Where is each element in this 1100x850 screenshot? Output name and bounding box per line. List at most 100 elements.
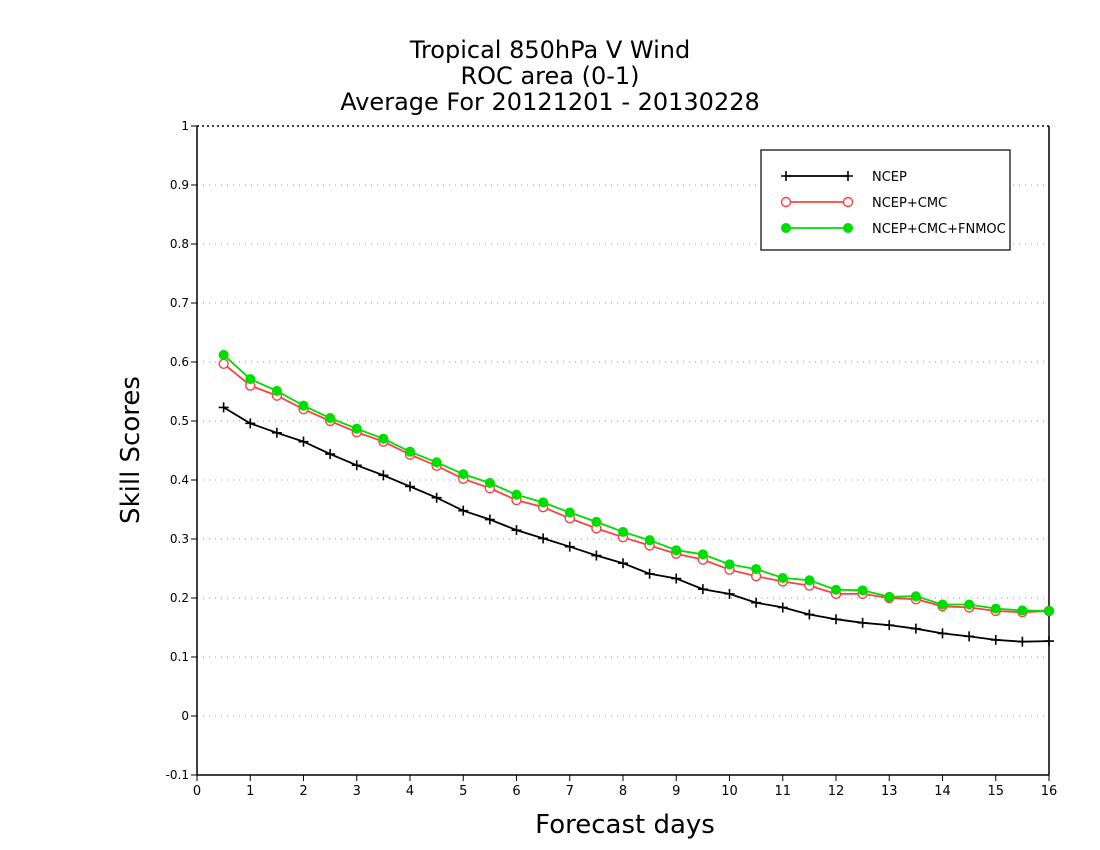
- data-point: [245, 418, 256, 429]
- data-point: [644, 568, 655, 579]
- data-point: [271, 385, 282, 396]
- x-tick-label: 7: [566, 784, 574, 799]
- data-point: [751, 564, 762, 575]
- series-2: [218, 349, 1054, 616]
- x-tick-label: 6: [512, 784, 520, 799]
- x-tick-label: 3: [353, 784, 361, 799]
- data-point: [484, 477, 495, 488]
- data-point: [298, 400, 309, 411]
- y-tick-label: 0.8: [170, 237, 189, 251]
- data-point: [458, 469, 469, 480]
- data-point: [990, 634, 1001, 645]
- data-point: [804, 609, 815, 620]
- data-point: [697, 549, 708, 560]
- legend-marker: [843, 223, 853, 233]
- data-point: [511, 489, 522, 500]
- data-point: [671, 573, 682, 584]
- data-point: [325, 413, 336, 424]
- data-point: [564, 507, 575, 518]
- legend-label: NCEP+CMC: [872, 196, 947, 211]
- legend-box: [760, 149, 1011, 251]
- data-point: [964, 631, 975, 642]
- x-tick-label: 15: [987, 784, 1004, 799]
- y-tick-label: 0.6: [170, 355, 189, 369]
- y-tick-label: 1: [181, 119, 189, 133]
- series-line: [223, 406, 1050, 643]
- data-point: [831, 614, 841, 625]
- data-point: [1017, 605, 1028, 616]
- data-point: [937, 599, 948, 610]
- chart-title-line-2: ROC area (0-1): [460, 62, 640, 90]
- y-tick-label: 0.1: [170, 650, 189, 664]
- series-group: [218, 349, 1055, 647]
- x-tick-label: 2: [299, 784, 307, 799]
- data-point: [484, 514, 495, 525]
- series-0: [218, 402, 1054, 647]
- y-tick-label: 0.5: [170, 414, 189, 428]
- data-point: [831, 584, 841, 595]
- data-point: [857, 585, 868, 596]
- data-point: [325, 449, 336, 460]
- x-tick-label: 8: [619, 784, 627, 799]
- data-point: [218, 402, 229, 413]
- y-tick-label: 0.4: [170, 473, 189, 487]
- series-1: [218, 358, 1055, 618]
- data-point: [884, 620, 895, 631]
- y-tick-label: 0.2: [170, 591, 189, 605]
- data-point: [618, 558, 628, 569]
- series-line: [222, 354, 1050, 612]
- x-tick-label: 14: [934, 784, 951, 799]
- data-point: [910, 591, 921, 602]
- data-point: [884, 591, 895, 602]
- grid-lines: [197, 184, 1049, 717]
- axes: -0.100.10.20.30.40.50.60.70.80.910 1 2 3 4 5 6…: [166, 119, 1058, 799]
- data-point: [724, 588, 735, 599]
- data-point: [511, 525, 522, 536]
- data-point: [777, 572, 788, 583]
- data-point: [405, 446, 415, 457]
- data-point: [458, 505, 469, 516]
- data-point: [538, 497, 549, 508]
- data-point: [804, 575, 815, 586]
- data-point: [910, 623, 921, 634]
- data-point: [218, 349, 229, 360]
- legend-marker: [780, 196, 792, 208]
- data-point: [378, 433, 389, 444]
- x-tick-label: 11: [774, 784, 791, 799]
- data-point: [298, 436, 309, 447]
- data-point: [245, 374, 256, 385]
- data-point: [990, 603, 1001, 614]
- data-point: [431, 457, 442, 468]
- data-point: [671, 545, 682, 556]
- x-tick-label: 12: [828, 784, 845, 799]
- data-point: [431, 492, 442, 503]
- data-point: [618, 526, 628, 537]
- data-point: [751, 597, 762, 608]
- data-point: [351, 460, 362, 471]
- chart-title-line-1: Tropical 850hPa V Wind: [409, 36, 691, 64]
- legend: NCEP NCEP+CMC NCEP+CMC+FNMOC: [760, 149, 1011, 251]
- x-tick-label: 4: [406, 784, 414, 799]
- data-point: [724, 559, 735, 570]
- data-point: [271, 427, 282, 438]
- y-tick-label: 0: [181, 709, 189, 723]
- data-point: [591, 516, 602, 527]
- legend-marker: [781, 223, 791, 233]
- x-tick-label: 5: [459, 784, 467, 799]
- x-tick-label: 10: [721, 784, 738, 799]
- data-point: [591, 550, 602, 561]
- y-tick-label: 0.9: [170, 178, 189, 192]
- data-point: [697, 584, 708, 595]
- series-line: [223, 363, 1050, 614]
- data-point: [964, 599, 975, 610]
- x-tick-label: 1: [246, 784, 254, 799]
- x-tick-label: 0: [193, 784, 201, 799]
- data-point: [218, 358, 229, 369]
- data-point: [378, 470, 389, 481]
- chart-title-line-3: Average For 20121201 - 20130228: [340, 88, 760, 116]
- data-point: [1044, 636, 1054, 647]
- data-point: [564, 541, 575, 552]
- y-tick-label: 0.7: [170, 296, 189, 310]
- data-point: [405, 481, 415, 492]
- legend-label: NCEP: [872, 170, 907, 185]
